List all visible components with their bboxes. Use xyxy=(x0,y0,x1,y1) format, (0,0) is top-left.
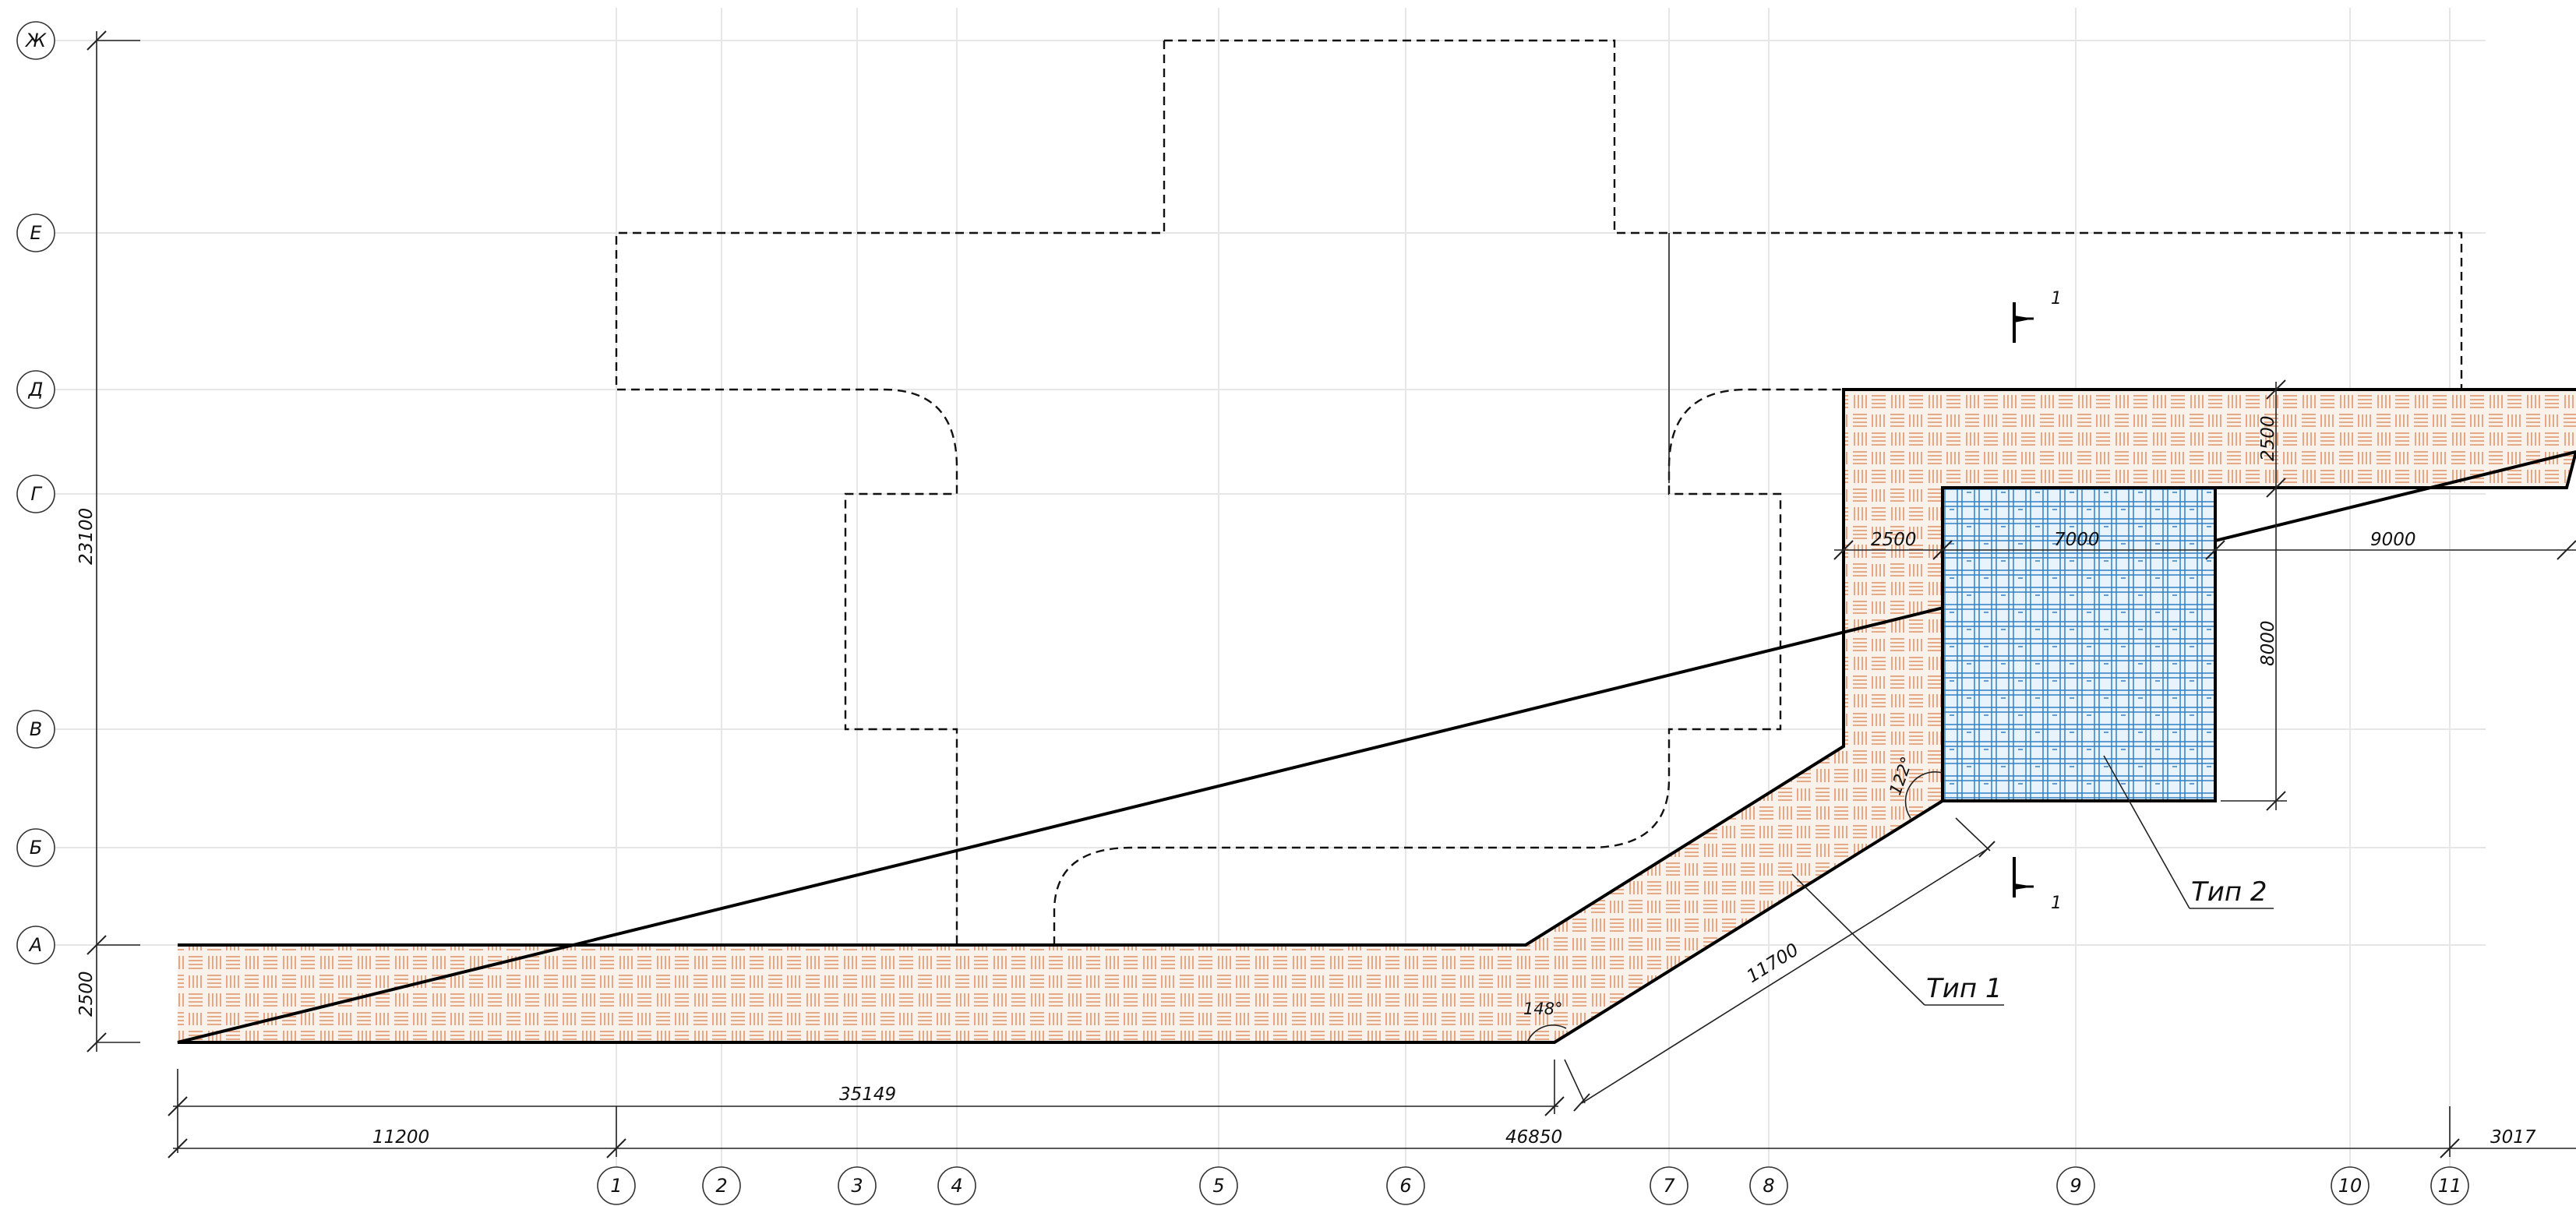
section-mark-bottom xyxy=(2013,857,2034,897)
col-axis-bubble-2-label: 2 xyxy=(715,1175,727,1197)
col-axis-bubble-8: 8 xyxy=(1749,1166,1788,1205)
dim-zone2-width: 7000 xyxy=(2054,530,2100,550)
angle-arc-lower xyxy=(1526,1024,1567,1043)
column-axis-bubbles: 1 2 3 4 5 6 7 8 9 10 11 xyxy=(597,1166,2469,1205)
paving-type1 xyxy=(178,390,2576,1042)
col-axis-bubble-9-label: 9 xyxy=(2070,1175,2081,1197)
row-axis-bubble-b: Б xyxy=(16,828,55,867)
dim-strip-length: 35149 xyxy=(839,1084,896,1105)
row-axis-bubble-zh-label: Ж xyxy=(24,30,47,51)
col-axis-bubble-5: 5 xyxy=(1199,1166,1238,1205)
paving-type2 xyxy=(1941,486,2217,802)
dim-top-strip-width: 2500 xyxy=(2258,415,2278,461)
angle-arc-upper xyxy=(1904,771,1943,819)
row-axis-bubble-zh: Ж xyxy=(16,21,55,60)
section-number-bottom: 1 xyxy=(2051,894,2062,913)
col-axis-bubble-10-label: 10 xyxy=(2338,1175,2363,1197)
row-axis-bubble-e: Е xyxy=(16,213,55,252)
col-axis-bubble-5-label: 5 xyxy=(1212,1175,1224,1197)
col-axis-bubble-9: 9 xyxy=(2056,1166,2095,1205)
row-axis-bubble-g: Г xyxy=(16,474,55,513)
row-axis-bubbles: Ж Е Д Г В Б А xyxy=(16,21,55,964)
col-axis-bubble-7: 7 xyxy=(1650,1166,1689,1205)
building-outline-dashed-lower xyxy=(1053,388,1844,945)
col-axis-bubble-6-label: 6 xyxy=(1399,1175,1411,1197)
dim-span-after-11: 3017 xyxy=(2490,1127,2536,1148)
row-axis-bubble-b-label: Б xyxy=(30,837,42,859)
col-axis-bubble-4: 4 xyxy=(937,1166,976,1205)
col-axis-bubble-4-label: 4 xyxy=(951,1175,962,1197)
col-axis-bubble-7-label: 7 xyxy=(1663,1175,1675,1197)
col-axis-bubble-6: 6 xyxy=(1386,1166,1425,1205)
col-axis-bubble-3: 3 xyxy=(838,1166,877,1205)
col-axis-bubble-2: 2 xyxy=(702,1166,741,1205)
building-outline-dashed xyxy=(1164,39,2463,390)
row-axis-bubble-v: В xyxy=(16,710,55,749)
row-axis-bubble-e-label: Е xyxy=(30,222,42,244)
row-axis-bubble-g-label: Г xyxy=(30,483,42,505)
col-axis-bubble-1: 1 xyxy=(597,1166,636,1205)
section-mark-top xyxy=(2013,302,2034,343)
dim-right-span: 9000 xyxy=(2370,530,2416,550)
dim-pocket-left-width: 2500 xyxy=(1871,530,1917,550)
dim-strip-width-left: 2500 xyxy=(76,971,97,1017)
dim-span-to-axis1: 11200 xyxy=(372,1127,429,1148)
col-axis-bubble-11-label: 11 xyxy=(2438,1175,2462,1197)
row-axis-bubble-a-label: А xyxy=(28,934,42,956)
col-axis-bubble-8-label: 8 xyxy=(1763,1175,1774,1197)
callout-type2: Тип 2 xyxy=(2191,876,2267,908)
col-axis-bubble-11: 11 xyxy=(2430,1166,2469,1205)
dim-zone2-height: 8000 xyxy=(2258,620,2278,666)
col-axis-bubble-1-label: 1 xyxy=(610,1175,622,1197)
row-axis-bubble-a: А xyxy=(16,926,55,964)
building-outline-dashed-left xyxy=(615,41,1166,945)
section-number-top: 1 xyxy=(2051,289,2062,309)
col-axis-bubble-10: 10 xyxy=(2331,1166,2370,1205)
dim-diagonal-length: 11700 xyxy=(1743,940,1802,987)
dim-overall-height: 23100 xyxy=(76,508,97,565)
row-axis-bubble-d: Д xyxy=(16,370,55,409)
row-axis-bubble-d-label: Д xyxy=(28,379,44,400)
dim-span-axis1-to-11: 46850 xyxy=(1505,1127,1562,1148)
row-axis-bubble-v-label: В xyxy=(30,718,42,740)
angle-lower-label: 148° xyxy=(1523,1000,1563,1018)
col-axis-bubble-3-label: 3 xyxy=(851,1175,863,1197)
callout-type1: Тип 1 xyxy=(1926,973,2003,1004)
